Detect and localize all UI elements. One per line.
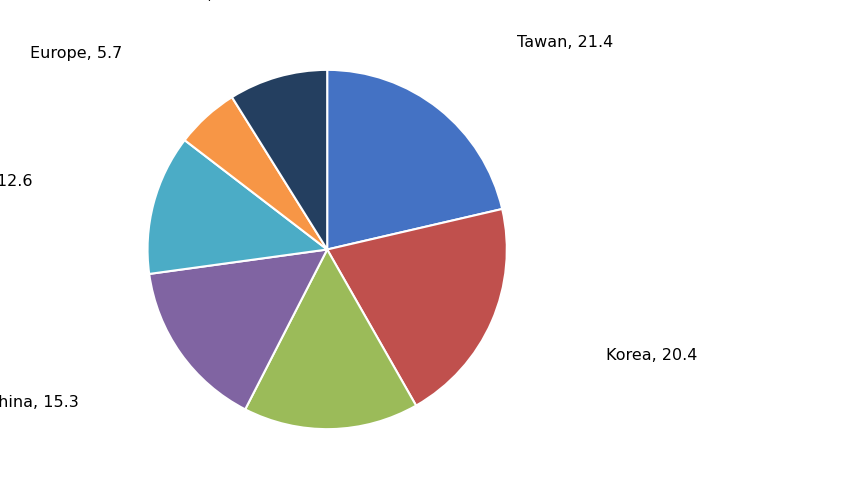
Text: N.America, 12.6: N.America, 12.6 bbox=[0, 174, 33, 189]
Text: ROW, 8.9: ROW, 8.9 bbox=[168, 0, 243, 2]
Wedge shape bbox=[149, 250, 327, 409]
Text: China, 15.3: China, 15.3 bbox=[0, 395, 78, 410]
Wedge shape bbox=[327, 70, 502, 250]
Wedge shape bbox=[184, 97, 327, 250]
Wedge shape bbox=[245, 250, 416, 429]
Wedge shape bbox=[147, 140, 327, 274]
Wedge shape bbox=[327, 209, 507, 406]
Wedge shape bbox=[232, 70, 327, 250]
Text: Tawan, 21.4: Tawan, 21.4 bbox=[517, 34, 613, 49]
Text: Korea, 20.4: Korea, 20.4 bbox=[606, 348, 697, 363]
Text: Europe, 5.7: Europe, 5.7 bbox=[30, 46, 122, 61]
